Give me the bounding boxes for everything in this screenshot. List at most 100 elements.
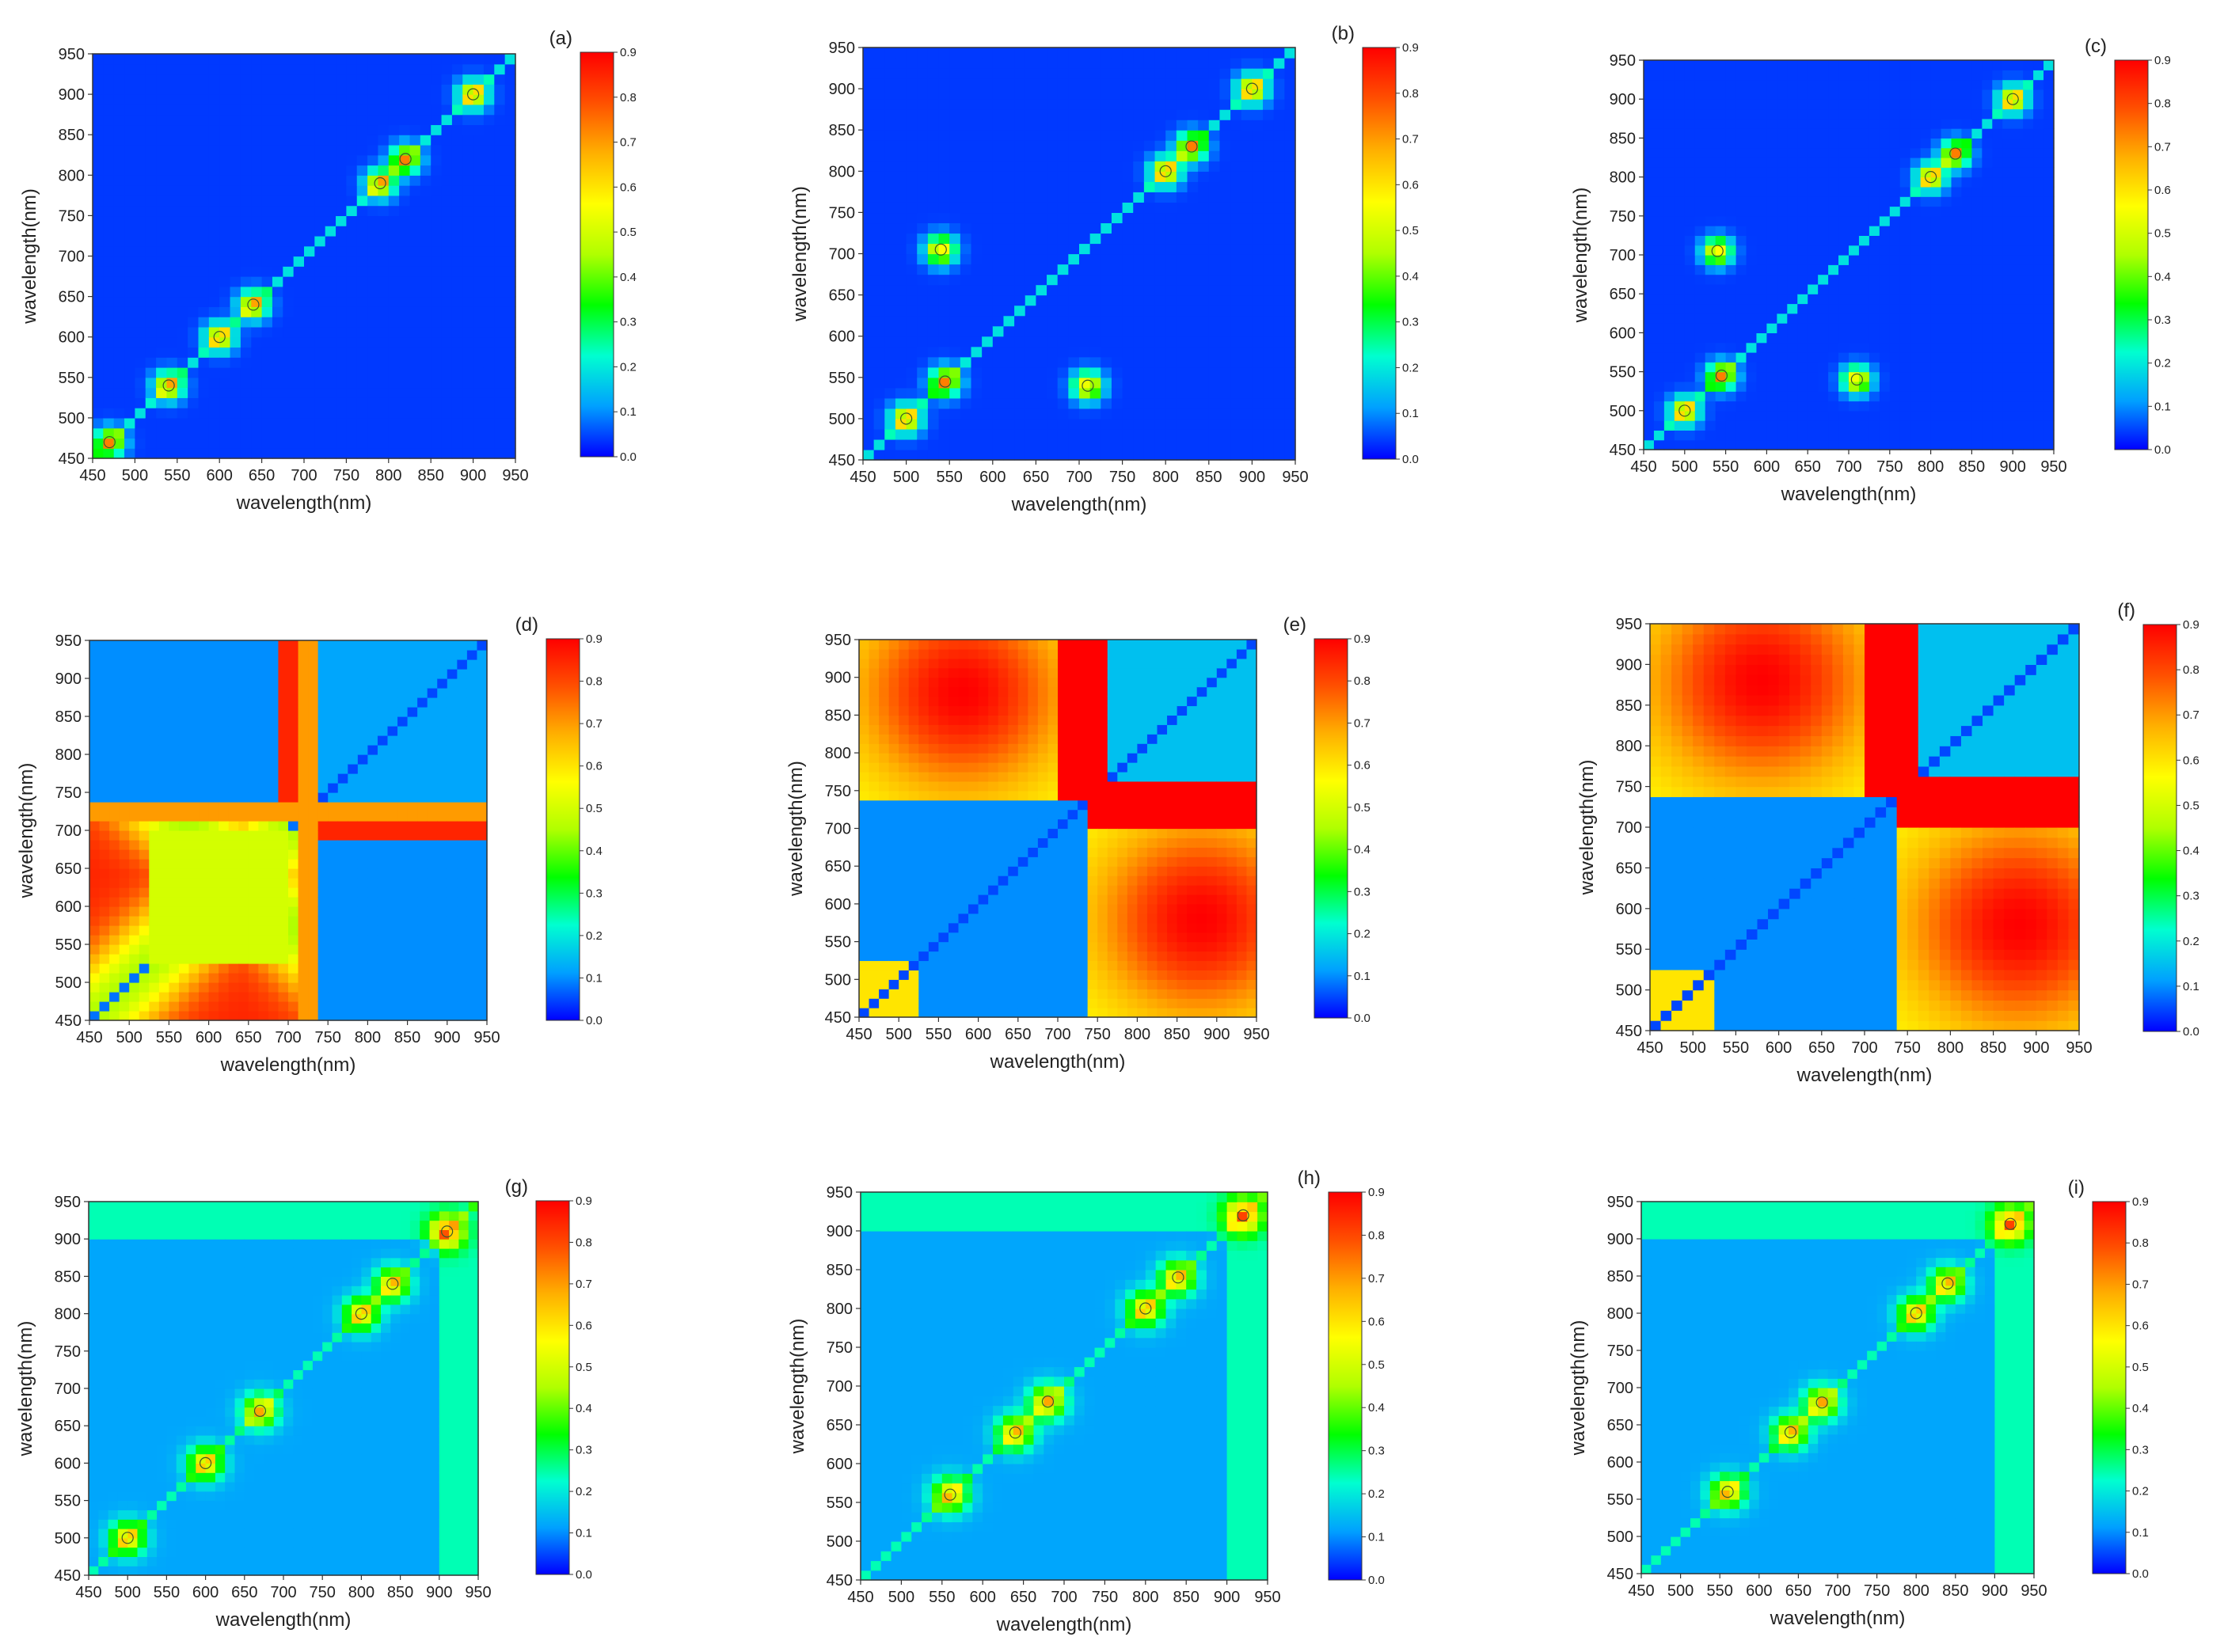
heatmap-cell — [1143, 109, 1156, 120]
heatmap-cell — [1735, 138, 1747, 149]
heatmap-cell — [1787, 410, 1798, 421]
heatmap-cell — [177, 175, 188, 186]
heatmap-cell — [325, 286, 336, 298]
heatmap-cell — [1787, 118, 1798, 129]
heatmap-cell — [1869, 439, 1880, 450]
colorbar-tick-label: 0.5 — [620, 226, 637, 239]
heatmap-cell — [473, 94, 485, 105]
heatmap-cell — [949, 274, 961, 286]
heatmap-cell — [895, 305, 907, 317]
heatmap-cell — [1208, 294, 1221, 306]
heatmap-cell — [982, 387, 994, 399]
heatmap-cell — [293, 286, 305, 298]
heatmap-cell — [483, 367, 495, 378]
heatmap-cell — [156, 266, 168, 277]
heatmap-cell — [1025, 284, 1036, 296]
heatmap-cell — [1941, 420, 1952, 431]
heatmap-cell — [93, 387, 104, 398]
heatmap-cell — [1808, 362, 1819, 373]
heatmap-cell — [325, 84, 336, 95]
heatmap-cell — [1025, 387, 1036, 399]
heatmap-cell — [1889, 235, 1901, 246]
heatmap-cell — [1992, 303, 2003, 314]
heatmap-cell — [1787, 371, 1798, 382]
heatmap-cell — [103, 367, 115, 378]
heatmap-cell — [2043, 138, 2055, 149]
heatmap-cell — [261, 276, 273, 287]
heatmap-cell — [441, 367, 453, 378]
heatmap-cell — [949, 58, 961, 69]
heatmap-cell — [314, 195, 326, 207]
heatmap-cell — [1014, 243, 1026, 255]
heatmap-cell — [1014, 387, 1026, 399]
heatmap-cell — [1941, 70, 1952, 81]
heatmap-cell — [261, 397, 273, 408]
heatmap-cell — [1930, 362, 1942, 373]
heatmap-cell — [1849, 255, 1860, 265]
heatmap-cell — [1889, 99, 1901, 110]
heatmap-cell — [2043, 391, 2055, 402]
heatmap-cell — [473, 144, 485, 156]
heatmap-cell — [113, 144, 125, 156]
heatmap-cell — [346, 84, 358, 95]
heatmap-cell — [124, 154, 135, 166]
heatmap-cell — [378, 256, 390, 267]
heatmap-cell — [135, 266, 146, 277]
heatmap-cell — [431, 235, 443, 247]
y-tick-label: 650 — [59, 289, 85, 306]
hotspot-marker — [1711, 245, 1724, 257]
heatmap-cell — [1187, 181, 1199, 192]
heatmap-cell — [917, 222, 929, 234]
heatmap-cell — [1858, 410, 1870, 421]
heatmap-cell — [399, 427, 411, 439]
heatmap-cell — [1176, 264, 1188, 275]
heatmap-cell — [1653, 439, 1665, 450]
heatmap-cell — [906, 181, 918, 192]
heatmap-cell — [230, 154, 241, 166]
heatmap-cell — [971, 253, 983, 265]
heatmap-cell — [156, 135, 168, 146]
heatmap-cell — [1818, 167, 1829, 178]
heatmap-cell — [1869, 352, 1880, 363]
heatmap-cell — [230, 276, 241, 287]
heatmap-cell — [336, 347, 347, 358]
heatmap-cell — [1971, 99, 1983, 110]
heatmap-cell — [1241, 68, 1253, 79]
heatmap-cell — [2023, 60, 2034, 70]
heatmap-cell — [927, 336, 940, 347]
heatmap-cell — [1143, 253, 1156, 265]
heatmap-cell — [1154, 428, 1166, 440]
heatmap-cell — [346, 54, 358, 65]
heatmap-cell — [494, 256, 506, 267]
heatmap-cell — [113, 367, 125, 378]
heatmap-cell — [1644, 342, 1655, 353]
heatmap-cell — [325, 114, 336, 126]
heatmap-cell — [1644, 108, 1655, 120]
heatmap-cell — [208, 185, 220, 196]
heatmap-cell — [451, 84, 463, 95]
heatmap-cell — [1684, 371, 1696, 382]
heatmap-cell — [325, 94, 336, 105]
heatmap-cell — [1705, 283, 1716, 294]
heatmap-cell — [1746, 420, 1758, 431]
heatmap-cell — [938, 192, 950, 203]
heatmap-cell — [927, 449, 940, 461]
heatmap-cell — [1746, 158, 1758, 168]
heatmap-cell — [895, 99, 907, 110]
heatmap-cell — [960, 264, 972, 275]
heatmap-cell — [1208, 89, 1221, 100]
heatmap-cell — [873, 356, 885, 368]
heatmap-cell — [927, 58, 940, 69]
heatmap-cell — [409, 276, 421, 287]
heatmap-cell — [884, 161, 896, 172]
heatmap-cell — [1725, 420, 1737, 431]
heatmap-cell — [1715, 167, 1727, 178]
heatmap-cell — [1838, 245, 1850, 256]
heatmap-cell — [873, 284, 885, 296]
heatmap-cell — [304, 326, 315, 338]
heatmap-cell — [230, 104, 241, 116]
heatmap-cell — [462, 195, 474, 207]
heatmap-cell — [1663, 215, 1675, 226]
heatmap-cell — [1284, 356, 1296, 368]
heatmap-cell — [1165, 243, 1177, 255]
